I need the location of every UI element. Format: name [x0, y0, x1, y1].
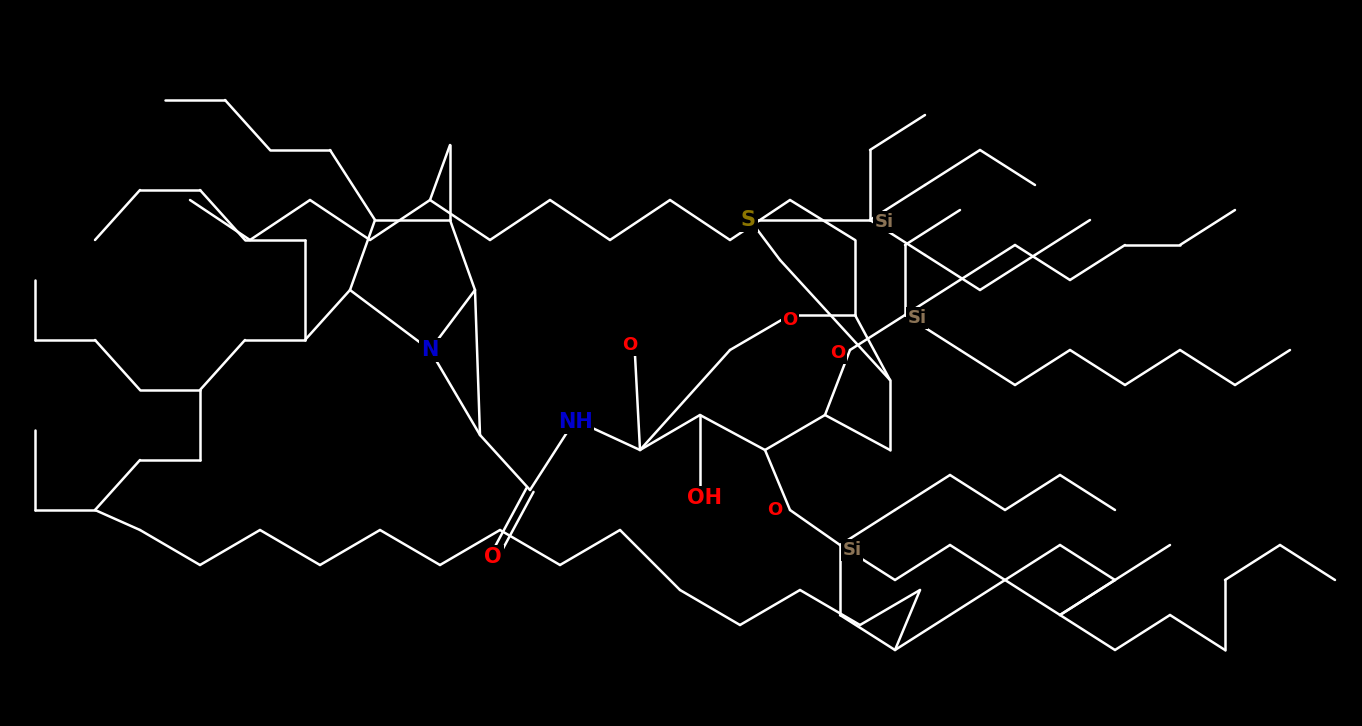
Text: Si: Si: [874, 213, 893, 231]
Text: O: O: [831, 344, 846, 362]
Text: Si: Si: [843, 541, 862, 559]
Text: O: O: [767, 501, 783, 519]
Text: O: O: [484, 547, 501, 567]
Text: N: N: [421, 340, 439, 360]
Text: O: O: [622, 336, 637, 354]
Text: NH: NH: [557, 412, 592, 432]
Text: OH: OH: [686, 488, 722, 508]
Text: S: S: [741, 210, 756, 230]
Text: O: O: [782, 311, 798, 329]
Text: Si: Si: [907, 309, 926, 327]
